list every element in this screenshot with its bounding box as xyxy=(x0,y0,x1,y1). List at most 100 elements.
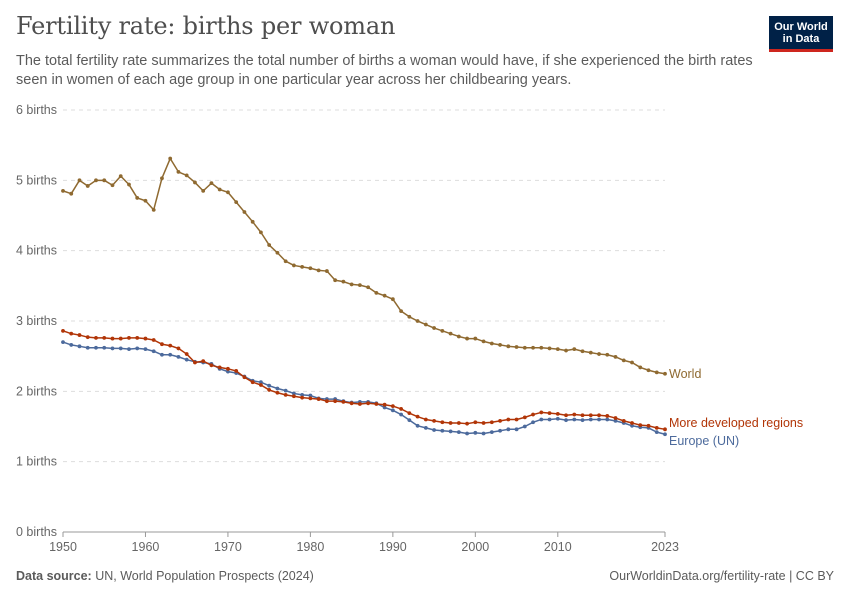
data-point xyxy=(498,343,502,347)
data-point xyxy=(300,395,305,400)
data-point xyxy=(539,345,544,350)
data-point xyxy=(572,347,577,352)
data-point xyxy=(514,427,519,432)
data-point xyxy=(349,282,354,287)
data-point xyxy=(597,417,601,422)
data-point xyxy=(160,352,164,357)
data-point xyxy=(489,341,494,346)
owid-logo[interactable]: Our World in Data xyxy=(769,16,833,52)
data-point xyxy=(456,430,461,435)
data-point xyxy=(333,278,338,283)
data-point xyxy=(489,430,494,435)
data-point xyxy=(473,336,478,341)
data-point xyxy=(94,345,98,350)
data-point xyxy=(267,243,272,247)
data-point xyxy=(481,421,486,425)
data-point xyxy=(654,370,659,375)
data-point xyxy=(630,421,634,425)
data-point xyxy=(621,358,626,363)
data-point xyxy=(160,176,164,181)
data-point xyxy=(415,414,420,419)
data-point xyxy=(374,290,379,295)
data-point xyxy=(440,328,445,333)
data-point xyxy=(176,354,181,359)
chart-title: Fertility rate: births per woman xyxy=(16,12,396,40)
data-point xyxy=(333,399,338,404)
data-point xyxy=(555,347,560,352)
data-point xyxy=(531,412,535,417)
data-point xyxy=(498,428,502,433)
data-point xyxy=(61,328,65,333)
data-point xyxy=(646,423,651,428)
data-point xyxy=(259,380,263,385)
data-point xyxy=(259,383,263,387)
data-point xyxy=(193,180,197,185)
series-label: Europe (UN) xyxy=(669,434,739,448)
data-point xyxy=(77,178,82,183)
data-point xyxy=(127,335,131,340)
data-point xyxy=(432,326,436,330)
data-point xyxy=(118,336,123,341)
data-point xyxy=(498,418,502,423)
data-point xyxy=(605,417,610,422)
data-point xyxy=(316,397,321,401)
data-source-text: UN, World Population Prospects (2024) xyxy=(91,569,314,583)
data-point xyxy=(176,346,181,351)
data-point xyxy=(506,344,511,349)
data-point xyxy=(390,297,395,302)
data-point xyxy=(465,336,469,341)
data-point xyxy=(300,392,305,397)
data-point xyxy=(506,417,511,422)
data-point xyxy=(638,365,643,370)
data-point xyxy=(407,314,412,319)
data-point xyxy=(316,268,321,273)
data-point xyxy=(415,423,420,428)
data-point xyxy=(597,352,601,356)
data-point xyxy=(85,345,90,350)
data-point xyxy=(531,345,535,350)
data-point xyxy=(94,178,98,183)
data-point xyxy=(539,410,544,415)
data-point xyxy=(382,405,387,410)
data-point xyxy=(341,279,346,284)
data-point xyxy=(127,182,131,187)
data-point xyxy=(242,210,247,214)
data-point xyxy=(110,346,115,351)
data-point xyxy=(448,421,453,425)
data-point xyxy=(151,207,156,212)
data-point xyxy=(283,259,288,264)
x-tick-label: 1960 xyxy=(132,540,160,554)
data-point xyxy=(226,366,230,371)
data-point xyxy=(423,322,428,327)
data-point xyxy=(168,343,173,348)
y-tick-label: 2 births xyxy=(16,384,57,398)
data-point xyxy=(308,396,313,401)
data-point xyxy=(102,178,107,183)
data-point xyxy=(267,383,272,388)
data-point xyxy=(448,429,453,434)
source-url-link[interactable]: OurWorldinData.org/fertility-rate | CC B… xyxy=(609,569,834,583)
data-point xyxy=(259,230,263,235)
data-point xyxy=(267,388,272,392)
data-point xyxy=(366,401,371,406)
data-point xyxy=(423,426,428,430)
data-point xyxy=(432,418,436,423)
data-point xyxy=(547,417,552,422)
data-point xyxy=(481,431,486,436)
data-point xyxy=(605,352,610,357)
data-point xyxy=(275,390,280,395)
data-point xyxy=(184,357,189,362)
data-point xyxy=(357,402,362,406)
data-point xyxy=(209,181,214,186)
data-point xyxy=(473,430,478,435)
data-point xyxy=(234,200,239,205)
data-point xyxy=(407,411,412,416)
data-point xyxy=(531,420,535,425)
data-point xyxy=(613,416,618,420)
data-point xyxy=(588,413,593,418)
data-point xyxy=(168,352,173,357)
data-point xyxy=(440,428,445,433)
data-point xyxy=(110,183,115,188)
data-point xyxy=(613,354,618,359)
